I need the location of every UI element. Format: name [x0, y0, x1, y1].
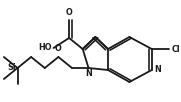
Text: O: O: [55, 44, 62, 53]
Text: HO: HO: [38, 43, 52, 53]
Text: O: O: [66, 8, 72, 17]
Text: N: N: [85, 69, 92, 78]
Text: N: N: [154, 65, 161, 74]
Text: Cl: Cl: [171, 44, 180, 54]
Text: Si: Si: [7, 64, 16, 73]
